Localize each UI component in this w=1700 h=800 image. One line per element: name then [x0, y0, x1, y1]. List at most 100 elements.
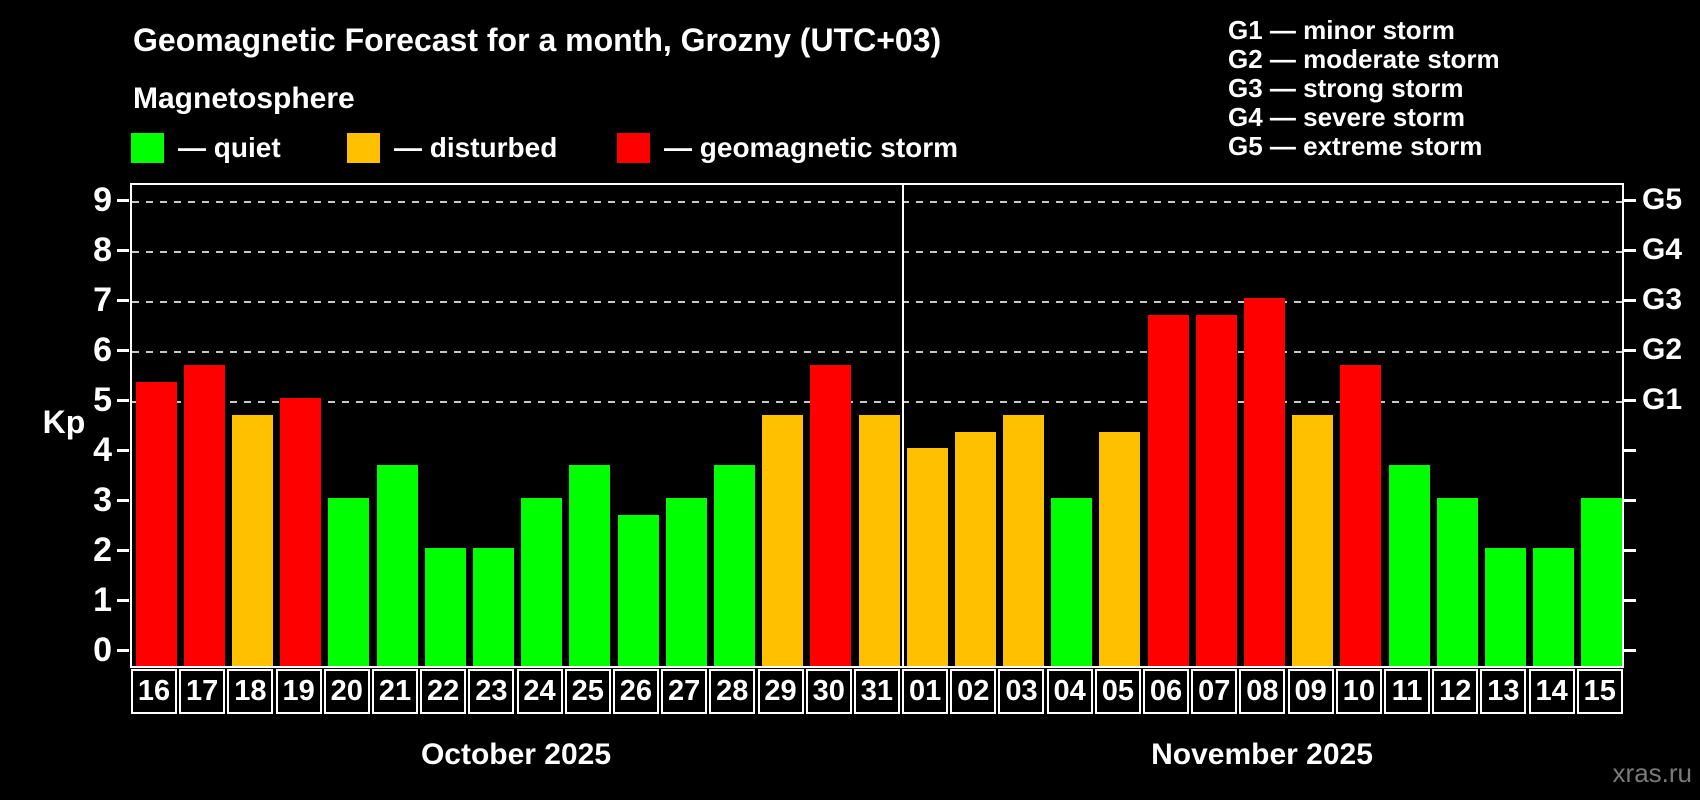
- kp-axis-label-4: 4: [93, 431, 112, 469]
- kp-bar-november-09: [1292, 414, 1334, 666]
- day-label-28: 28: [709, 669, 756, 714]
- chart-title: Geomagnetic Forecast for a month, Grozny…: [133, 22, 942, 58]
- day-label-30: 30: [805, 669, 852, 714]
- kp-axis-tick-left-1: [117, 599, 129, 602]
- day-label-10: 10: [1335, 669, 1382, 714]
- kp-bar-october-22: [424, 548, 466, 666]
- plot-area: [130, 183, 1624, 668]
- month-label-november: November 2025: [1151, 738, 1373, 771]
- kp-bar-october-16: [135, 381, 177, 666]
- kp-bar-november-01: [906, 448, 948, 666]
- legend-label-disturbed: — disturbed: [394, 132, 558, 163]
- kp-bar-november-10: [1340, 364, 1382, 666]
- kp-axis-label-0: 0: [93, 631, 112, 669]
- kp-axis-tick-left-2: [117, 549, 129, 552]
- day-label-01: 01: [902, 669, 949, 714]
- g-level-label-g3: G3: [1642, 283, 1683, 316]
- day-label-29: 29: [757, 669, 804, 714]
- kp-axis-label-1: 1: [93, 581, 112, 619]
- month-label-october: October 2025: [420, 738, 612, 771]
- storm-scale-legend: G1 — minor storm G2 — moderate storm G3 …: [1228, 16, 1500, 161]
- kp-bar-october-24: [521, 498, 563, 666]
- kp-bar-october-29: [762, 414, 804, 666]
- kp-axis-tick-left-0: [117, 649, 129, 652]
- day-label-16: 16: [131, 669, 177, 714]
- day-label-22: 22: [420, 669, 467, 714]
- kp-axis-tick-right-4: [1624, 449, 1636, 452]
- day-label-13: 13: [1480, 669, 1527, 714]
- g-level-label-g1: G1: [1642, 383, 1683, 416]
- kp-axis-label-8: 8: [93, 231, 112, 269]
- kp-bar-october-30: [810, 364, 852, 666]
- legend-item-storm: — geomagnetic storm: [617, 132, 958, 164]
- gridline-kp9: [132, 201, 1622, 203]
- kp-bar-october-25: [569, 464, 611, 666]
- kp-axis-tick-right-6: [1624, 349, 1636, 352]
- kp-axis-tick-left-9: [117, 199, 129, 202]
- kp-axis-label-2: 2: [93, 531, 112, 569]
- day-label-06: 06: [1143, 669, 1190, 714]
- kp-bar-october-17: [183, 364, 225, 666]
- kp-axis-tick-left-6: [117, 349, 129, 352]
- kp-axis-tick-left-4: [117, 449, 129, 452]
- storm-scale-item-g4: G4 — severe storm: [1228, 102, 1466, 132]
- day-label-04: 04: [1046, 669, 1093, 714]
- kp-bar-november-08: [1244, 298, 1286, 666]
- day-label-27: 27: [661, 669, 708, 714]
- legend-item-quiet: — quiet: [131, 132, 281, 164]
- day-label-09: 09: [1287, 669, 1334, 714]
- kp-bar-november-14: [1533, 548, 1575, 666]
- day-label-05: 05: [1094, 669, 1141, 714]
- gridline-kp6: [132, 351, 1622, 353]
- day-label-26: 26: [612, 669, 659, 714]
- kp-bar-october-26: [617, 514, 659, 666]
- watermark: xras.ru: [1612, 758, 1692, 788]
- day-label-31: 31: [853, 669, 900, 714]
- kp-axis-tick-right-0: [1624, 649, 1636, 652]
- kp-bar-october-18: [231, 414, 273, 666]
- kp-bar-october-19: [280, 398, 322, 666]
- kp-axis-tick-right-3: [1624, 499, 1636, 502]
- kp-bar-november-06: [1147, 314, 1189, 666]
- kp-axis-tick-right-2: [1624, 549, 1636, 552]
- kp-axis-tick-left-8: [117, 249, 129, 252]
- storm-color-swatch: [617, 133, 650, 163]
- day-label-24: 24: [516, 669, 563, 714]
- day-label-08: 08: [1239, 669, 1286, 714]
- day-label-20: 20: [323, 669, 370, 714]
- kp-bar-november-04: [1051, 498, 1093, 666]
- g-level-label-g5: G5: [1642, 183, 1683, 216]
- disturbed-color-swatch: [347, 133, 380, 163]
- day-label-07: 07: [1191, 669, 1238, 714]
- chart-subtitle: Magnetosphere: [133, 82, 355, 115]
- kp-axis-label-3: 3: [93, 481, 112, 519]
- day-label-21: 21: [371, 669, 418, 714]
- kp-axis-tick-right-1: [1624, 599, 1636, 602]
- legend-label-storm: — geomagnetic storm: [664, 132, 959, 163]
- kp-bar-october-27: [665, 498, 707, 666]
- kp-bar-october-20: [328, 498, 370, 666]
- kp-axis-tick-right-7: [1624, 299, 1636, 302]
- quiet-color-swatch: [131, 133, 164, 163]
- gridline-kp7: [132, 301, 1622, 303]
- day-label-18: 18: [227, 669, 274, 714]
- day-label-14: 14: [1528, 669, 1575, 714]
- storm-scale-item-g2: G2 — moderate storm: [1228, 44, 1500, 74]
- kp-axis-tick-right-5: [1624, 399, 1636, 402]
- kp-bar-november-03: [1003, 414, 1045, 666]
- kp-bar-november-11: [1388, 464, 1430, 666]
- kp-bar-october-23: [472, 548, 514, 666]
- day-label-15: 15: [1576, 669, 1623, 714]
- kp-bar-october-31: [858, 414, 900, 666]
- storm-scale-item-g3: G3 — strong storm: [1228, 73, 1464, 103]
- day-label-03: 03: [998, 669, 1045, 714]
- storm-scale-item-g1: G1 — minor storm: [1228, 15, 1455, 45]
- kp-axis-tick-left-7: [117, 299, 129, 302]
- g-level-label-g2: G2: [1642, 333, 1683, 366]
- kp-axis-label-6: 6: [93, 331, 112, 369]
- kp-bar-november-02: [954, 431, 996, 666]
- kp-axis-label-7: 7: [93, 281, 112, 319]
- kp-bar-november-13: [1485, 548, 1527, 666]
- kp-axis-tick-left-3: [117, 499, 129, 502]
